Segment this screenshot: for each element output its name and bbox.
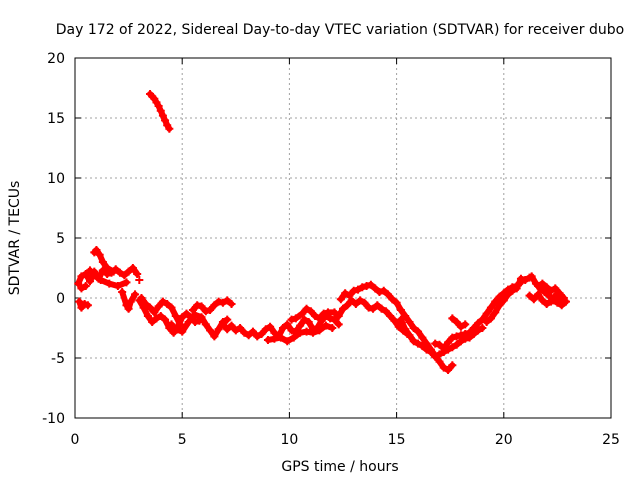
data-point: [135, 276, 144, 284]
x-tick-label: 20: [495, 432, 513, 448]
data-point: [131, 290, 140, 299]
data-point: [227, 300, 236, 308]
y-tick-label: 0: [56, 291, 65, 307]
data-point: [461, 320, 470, 329]
y-tick-label: -10: [42, 411, 65, 427]
data-point: [223, 315, 232, 324]
data-point: [328, 324, 337, 332]
data-point: [334, 320, 343, 329]
y-tick-label: 15: [47, 111, 65, 127]
y-axis-label: SDTVAR / TECUs: [7, 181, 23, 296]
x-tick-label: 25: [602, 432, 620, 448]
y-tick-label: 10: [47, 171, 65, 187]
data-points: [74, 90, 570, 374]
chart-title: Day 172 of 2022, Sidereal Day-to-day VTE…: [56, 22, 624, 38]
y-tick-label: -5: [51, 351, 65, 367]
grid: [75, 58, 611, 418]
x-tick-label: 15: [388, 432, 406, 448]
x-tick-label: 5: [178, 432, 187, 448]
data-point: [559, 294, 568, 302]
x-tick-label: 10: [280, 432, 298, 448]
y-tick-label: 5: [56, 231, 65, 247]
data-point: [165, 124, 174, 133]
data-point: [133, 270, 142, 278]
data-point: [81, 282, 90, 290]
y-tick-label: 20: [47, 51, 65, 67]
x-axis-label: GPS time / hours: [281, 459, 398, 475]
x-tick-label: 0: [71, 432, 80, 448]
axis-ticks: 0 5 10 15 20 25 -10 -5 0 5 10 15 20: [42, 51, 620, 448]
data-point: [83, 301, 92, 310]
data-point: [122, 278, 131, 287]
data-point: [109, 267, 118, 276]
data-point: [478, 324, 487, 332]
data-point: [448, 361, 457, 370]
